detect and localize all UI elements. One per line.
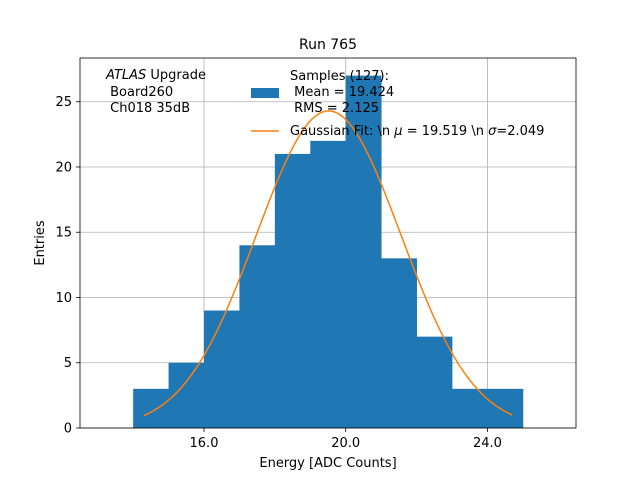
y-tick-label: 0 bbox=[64, 422, 72, 437]
y-axis-ticks: 0 5 10 15 20 25 bbox=[55, 95, 80, 437]
legend-fit-mid: = 19.519 \n bbox=[403, 124, 489, 139]
y-axis-label: Entries bbox=[33, 220, 48, 266]
x-tick-label: 16.0 bbox=[190, 436, 219, 451]
legend-hist-label-line1: Samples (127): bbox=[290, 69, 389, 84]
gaussian-fit-curve bbox=[143, 110, 513, 417]
atlas-label: ATLAS Upgrade Board260 Ch018 35dB bbox=[105, 68, 206, 116]
chart-title: Run 765 bbox=[299, 37, 357, 53]
y-tick-label: 20 bbox=[55, 160, 72, 175]
legend-hist-label-line3: RMS = 2.125 bbox=[290, 101, 379, 116]
legend-fit-prefix: Gaussian Fit: \n bbox=[290, 124, 394, 139]
histogram-bar bbox=[310, 140, 347, 428]
histogram-bar bbox=[345, 75, 382, 428]
y-tick-label: 10 bbox=[55, 291, 72, 306]
histogram-bar bbox=[133, 388, 169, 428]
legend-fit-suffix: =2.049 bbox=[496, 124, 544, 139]
x-axis-label: Energy [ADC Counts] bbox=[259, 456, 396, 471]
legend-fit-sigma: σ bbox=[488, 124, 497, 139]
y-tick-label: 25 bbox=[55, 95, 72, 110]
legend-hist-label-line2: Mean = 19.424 bbox=[290, 85, 394, 100]
y-tick-label: 15 bbox=[55, 226, 72, 241]
histogram-bars bbox=[133, 75, 524, 429]
histogram-bar bbox=[381, 258, 417, 428]
svg-text:ATLAS Upgrade: ATLAS Upgrade bbox=[105, 68, 206, 83]
legend-fit-label: Gaussian Fit: \n μ = 19.519 \n σ=2.049 bbox=[290, 124, 544, 139]
y-tick-label: 5 bbox=[64, 356, 72, 371]
histogram-bar bbox=[274, 153, 311, 429]
plot-frame bbox=[79, 57, 577, 429]
atlas-label-rest: Upgrade bbox=[146, 68, 206, 83]
x-axis-ticks: 16.0 20.0 24.0 bbox=[190, 428, 502, 451]
atlas-label-board: Board260 bbox=[106, 85, 173, 100]
histogram-bar bbox=[416, 336, 453, 428]
histogram-bar bbox=[487, 388, 524, 428]
legend-fit-mu: μ bbox=[393, 124, 402, 139]
x-tick-label: 20.0 bbox=[331, 436, 360, 451]
x-tick-label: 24.0 bbox=[473, 436, 502, 451]
histogram-bar bbox=[452, 388, 488, 428]
atlas-label-italic: ATLAS bbox=[105, 68, 146, 83]
legend-hist-swatch bbox=[251, 88, 279, 98]
histogram-bar bbox=[239, 245, 276, 428]
atlas-label-channel: Ch018 35dB bbox=[106, 101, 190, 116]
legend: Samples (127): Mean = 19.424 RMS = 2.125… bbox=[251, 69, 544, 139]
histogram-bar bbox=[204, 310, 240, 428]
